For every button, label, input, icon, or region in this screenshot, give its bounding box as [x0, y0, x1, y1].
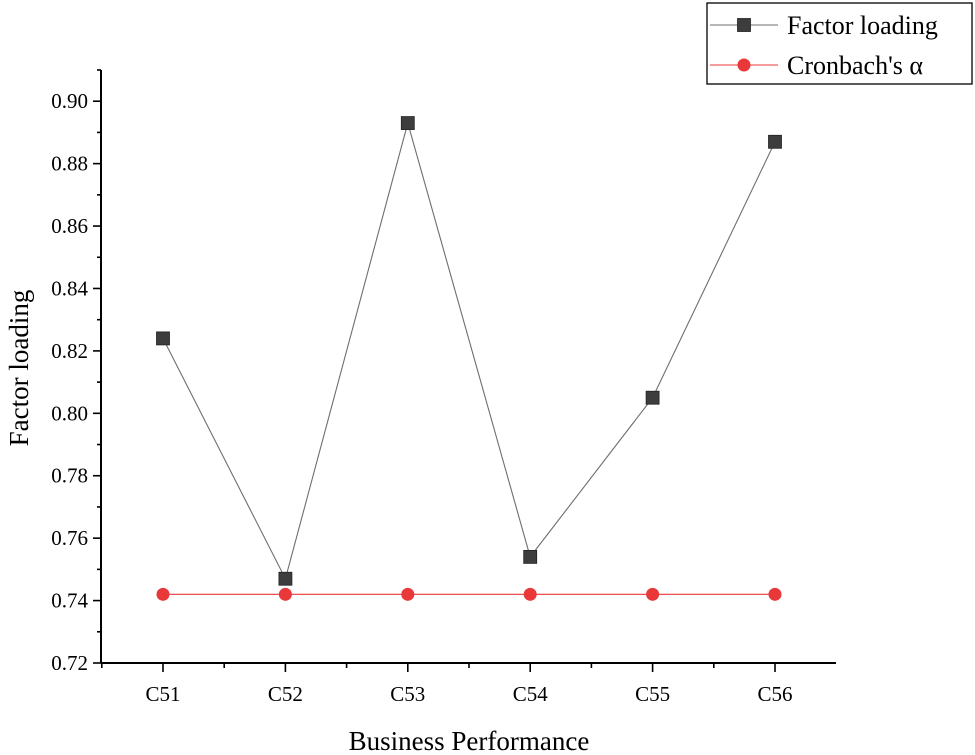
data-point	[400, 116, 415, 130]
y-tick-label: 0.82	[51, 339, 88, 363]
y-axis-title: Factor loading	[4, 290, 34, 447]
x-tick-label: C56	[757, 682, 792, 706]
data-point	[523, 549, 538, 564]
data-point	[278, 587, 292, 601]
data-point	[156, 587, 170, 601]
x-tick-label: C55	[635, 682, 670, 706]
data-point	[523, 587, 537, 601]
y-tick-label: 0.80	[51, 401, 88, 425]
data-point	[401, 587, 415, 601]
y-tick-label: 0.86	[51, 214, 88, 238]
legend-box	[706, 2, 973, 85]
legend-marker	[737, 18, 751, 32]
data-point	[768, 587, 782, 601]
legend-marker	[737, 58, 751, 72]
legend-label: Cronbach's α	[787, 51, 923, 80]
series-layer	[156, 116, 782, 601]
legend: Factor loading Cronbach's α	[706, 2, 973, 85]
data-point	[645, 390, 660, 405]
y-tick-label: 0.90	[51, 89, 88, 113]
y-tick-label: 0.88	[51, 152, 88, 176]
axes: 0.72 0.74 0.76 0.78 0.80 0.82 0.84 0.86 0.88 0.90…	[51, 69, 836, 706]
data-point	[768, 134, 782, 149]
y-tick-label: 0.78	[51, 464, 88, 488]
x-tick-label: C54	[513, 682, 549, 706]
x-tick-label: C51	[145, 682, 180, 706]
series-line	[162, 120, 776, 581]
x-tick-label: C53	[390, 682, 425, 706]
y-tick-label: 0.72	[51, 651, 88, 675]
data-point	[278, 571, 293, 586]
series-0	[156, 116, 782, 586]
data-point	[646, 587, 660, 601]
y-tick-label: 0.76	[51, 526, 88, 550]
data-point	[156, 331, 170, 346]
x-tick-label: C52	[268, 682, 303, 706]
y-tick-label: 0.84	[51, 276, 88, 300]
y-tick-label: 0.74	[51, 589, 88, 613]
x-axis-title: Business Performance	[349, 726, 590, 755]
series-1	[156, 587, 782, 601]
legend-label: Factor loading	[787, 11, 938, 40]
